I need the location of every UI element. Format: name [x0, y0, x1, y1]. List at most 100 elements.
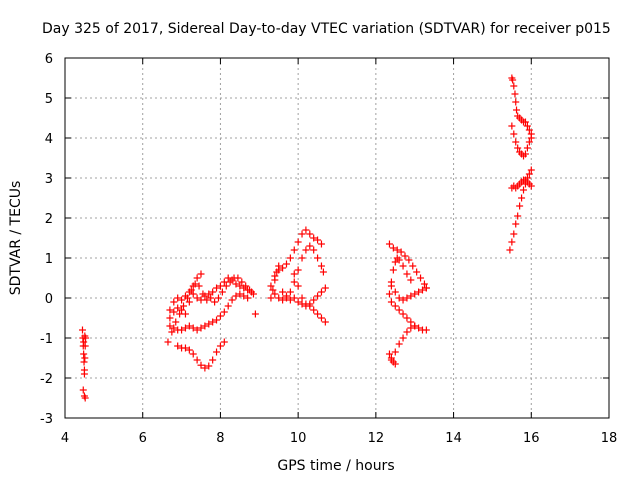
- y-tick-label: 3: [45, 172, 53, 187]
- data-point: [81, 332, 89, 340]
- data-point: [80, 358, 88, 366]
- data-point: [273, 268, 281, 276]
- data-point: [199, 290, 207, 298]
- data-point: [314, 236, 322, 244]
- data-point: [391, 258, 399, 266]
- data-point: [189, 324, 197, 332]
- data-point: [203, 296, 211, 304]
- data-point: [391, 288, 399, 296]
- data-point: [290, 278, 298, 286]
- series-arc-c: [164, 274, 257, 346]
- data-point: [286, 288, 294, 296]
- data-point: [294, 298, 302, 306]
- data-point: [319, 268, 327, 276]
- data-point: [527, 134, 535, 142]
- data-point: [185, 298, 193, 306]
- data-point: [527, 182, 535, 190]
- data-point: [193, 274, 201, 282]
- data-point: [197, 324, 205, 332]
- data-point: [170, 308, 178, 316]
- data-point: [403, 270, 411, 278]
- data-point: [80, 338, 88, 346]
- data-point: [399, 310, 407, 318]
- y-tick-label: 5: [45, 92, 53, 107]
- data-point: [286, 296, 294, 304]
- data-point: [510, 130, 518, 138]
- chart-title: Day 325 of 2017, Sidereal Day-to-day VTE…: [42, 21, 611, 37]
- data-point: [220, 338, 228, 346]
- data-point: [409, 262, 417, 270]
- data-point: [271, 290, 279, 298]
- data-point: [189, 282, 197, 290]
- data-point: [201, 322, 209, 330]
- series-arc-j: [279, 284, 329, 310]
- data-point: [209, 356, 217, 364]
- data-point: [197, 361, 205, 369]
- data-point: [279, 288, 287, 296]
- data-point: [401, 252, 409, 260]
- data-point: [512, 138, 520, 146]
- series-arc-r: [385, 350, 399, 368]
- data-point: [170, 298, 178, 306]
- x-tick-label: 12: [368, 431, 385, 446]
- data-point: [385, 290, 393, 298]
- data-point: [395, 340, 403, 348]
- data-point: [310, 246, 318, 254]
- data-point: [185, 346, 193, 354]
- series-arc-t: [508, 122, 535, 160]
- data-point: [385, 240, 393, 248]
- data-point: [403, 314, 411, 322]
- data-point: [525, 138, 533, 146]
- data-point: [511, 90, 519, 98]
- data-point: [407, 324, 415, 332]
- data-point: [516, 202, 524, 210]
- y-tick-label: -2: [40, 372, 53, 387]
- data-point: [294, 238, 302, 246]
- data-point: [290, 270, 298, 278]
- data-point: [174, 294, 182, 302]
- data-point: [403, 294, 411, 302]
- data-point: [317, 240, 325, 248]
- data-point: [514, 212, 522, 220]
- data-point: [399, 262, 407, 270]
- data-point: [226, 278, 234, 286]
- grid-lines: [65, 58, 609, 418]
- y-tick-labels: -3 -2 -1 0 1 2 3 4 5 6: [40, 52, 53, 427]
- series-arc-v: [508, 176, 535, 192]
- data-point: [310, 296, 318, 304]
- data-point: [244, 294, 252, 302]
- data-point: [185, 322, 193, 330]
- x-tick-label: 8: [216, 431, 224, 446]
- data-point: [193, 326, 201, 334]
- data-point: [170, 324, 178, 332]
- data-point: [181, 344, 189, 352]
- data-point: [317, 288, 325, 296]
- series-arc-i: [271, 242, 327, 304]
- data-point: [267, 294, 275, 302]
- data-point: [187, 286, 195, 294]
- data-point: [205, 362, 213, 370]
- data-point: [213, 348, 221, 356]
- data-point: [395, 294, 403, 302]
- series-arc-e: [174, 338, 228, 372]
- data-point: [310, 306, 318, 314]
- data-point: [80, 350, 88, 358]
- data-point: [193, 294, 201, 302]
- data-point: [302, 246, 310, 254]
- data-point: [211, 298, 219, 306]
- data-point: [246, 286, 254, 294]
- data-point: [512, 98, 520, 106]
- data-point: [193, 356, 201, 364]
- y-tick-label: -1: [40, 332, 53, 347]
- data-point: [216, 342, 224, 350]
- data-point: [506, 246, 514, 254]
- data-point: [181, 310, 189, 318]
- data-point: [413, 268, 421, 276]
- data-point: [249, 290, 257, 298]
- data-point: [393, 246, 401, 254]
- data-point: [391, 348, 399, 356]
- data-point: [220, 308, 228, 316]
- data-point: [321, 318, 329, 326]
- data-point: [172, 318, 180, 326]
